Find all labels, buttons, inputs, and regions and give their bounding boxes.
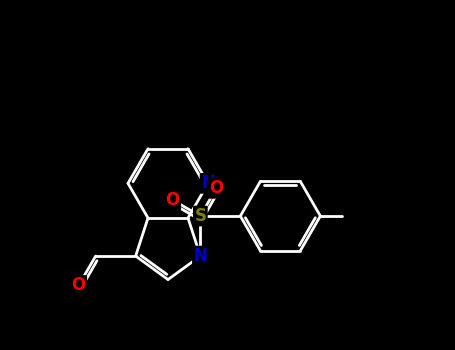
Text: S: S: [194, 207, 207, 225]
Text: O: O: [71, 276, 86, 294]
Text: N: N: [201, 174, 215, 193]
Text: O: O: [166, 191, 180, 209]
Text: O: O: [209, 179, 223, 197]
Text: N: N: [193, 247, 207, 265]
